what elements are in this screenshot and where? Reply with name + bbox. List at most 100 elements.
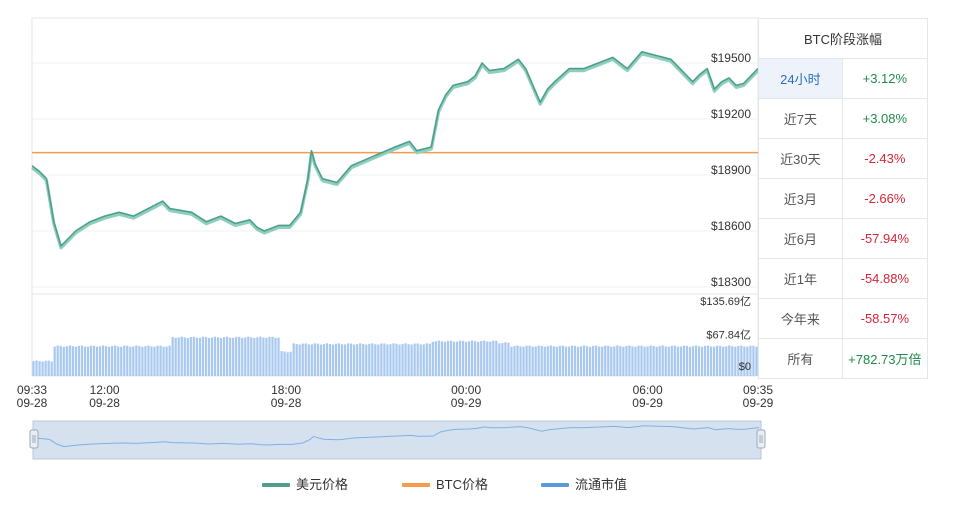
market-cap-bar [477,341,480,376]
market-cap-bar [222,337,226,376]
navigator-right-handle[interactable] [756,429,766,449]
market-cap-bar [419,344,422,376]
change-7d: +3.08% [841,98,929,139]
table-row[interactable]: 24小时 +3.12% [758,58,929,99]
x-tick-time: 12:00 [90,383,120,397]
market-cap-bar [262,337,265,376]
market-cap-bar [277,337,280,376]
market-cap-bar [359,343,362,376]
market-cap-bar [652,346,655,376]
market-cap-bar [371,343,374,376]
market-cap-bar [673,345,676,376]
market-cap-bar [368,343,371,376]
market-cap-bar [501,343,504,376]
price-tick-label: $18600 [711,219,751,233]
period-ytd[interactable]: 今年来 [758,298,843,339]
legend-label-usd-price: 美元价格 [296,477,348,492]
legend-label-market-cap: 流通市值 [575,477,627,492]
volume-tick-labels: $135.69亿 $67.84亿 $0 [700,295,751,373]
market-cap-bar [322,344,326,376]
period-all[interactable]: 所有 [758,338,843,379]
market-cap-bar [480,341,483,376]
navigator-price-line [34,425,760,448]
market-cap-bar [280,351,283,376]
market-cap-bar [380,343,383,376]
market-cap-bar [150,346,153,376]
period-3m[interactable]: 近3月 [758,178,843,219]
change-30d: -2.43% [841,138,929,179]
market-cap-bar [725,346,728,376]
market-cap-bar [147,345,150,376]
price-tick-label: $19200 [711,107,751,121]
period-7d[interactable]: 近7天 [758,98,843,139]
market-cap-bar [737,345,740,376]
market-cap-bar [694,345,698,376]
market-cap-bar [219,337,223,376]
market-cap-bar [579,346,583,376]
period-30d[interactable]: 近30天 [758,138,843,179]
market-cap-bar [504,342,507,376]
table-row[interactable]: 近6月 -57.94% [758,218,929,259]
period-1y[interactable]: 近1年 [758,258,843,299]
x-tick-labels: 09:3309-2812:0009-2818:0009-2800:0009-29… [17,383,774,410]
market-cap-bar [304,343,307,376]
market-cap-bar [619,346,622,376]
market-cap-bar [83,346,87,376]
legend-item-btc-price[interactable]: BTC价格 [402,477,488,492]
market-cap-bar [398,344,401,376]
price-tick-labels: $19500 $19200 $18900 $18600 $18300 [711,51,751,289]
market-cap-bar [268,336,271,376]
range-navigator[interactable] [32,420,762,460]
volume-plot-frame [31,293,759,377]
table-row[interactable]: 近30天 -2.43% [758,138,929,179]
market-cap-bar [464,341,468,376]
market-cap-bar [670,345,673,376]
market-cap-bar [86,346,90,376]
volume-tick-label: $135.69亿 [700,295,751,308]
market-cap-bar [468,341,471,376]
market-cap-bar [141,346,144,376]
market-cap-bar [416,343,419,376]
table-row[interactable]: 近7天 +3.08% [758,98,929,139]
market-cap-bar [334,343,338,376]
market-cap-bar [625,346,628,376]
market-cap-bar [697,346,701,376]
market-cap-bar [35,360,38,376]
period-6m[interactable]: 近6月 [758,218,843,259]
market-cap-bar [229,337,232,376]
legend-item-market-cap[interactable]: 流通市值 [541,477,627,492]
market-cap-bar [343,344,347,376]
legend-item-usd-price[interactable]: 美元价格 [262,477,348,492]
table-row[interactable]: 近1年 -54.88% [758,258,929,299]
change-all: +782.73万倍 [841,338,929,379]
market-cap-bar [443,341,447,376]
market-cap-bar [177,337,180,376]
market-cap-bar [531,346,534,376]
market-cap-bar [492,340,495,376]
table-row[interactable]: 今年来 -58.57% [758,298,929,339]
usd-price-line-shadow [31,52,760,250]
market-cap-bar [216,337,220,376]
price-tick-label: $19500 [711,51,751,65]
x-tick-time: 09:33 [17,383,47,397]
table-row[interactable]: 近3月 -2.66% [758,178,929,219]
market-cap-bar [98,346,102,376]
market-cap-bar [65,346,68,376]
market-cap-bar [528,345,531,376]
market-cap-bar [667,346,670,376]
x-tick-date: 09-29 [743,396,774,410]
market-cap-bar [722,346,725,376]
market-cap-bar [265,337,268,376]
market-cap-bar [522,346,525,376]
market-cap-bar [401,343,404,376]
market-cap-bar [132,346,135,376]
market-cap-bar [250,337,253,376]
table-row[interactable]: 所有 +782.73万倍 [758,338,929,379]
legend-swatch-btc-price [402,483,430,487]
market-cap-bar [138,346,141,376]
period-24h[interactable]: 24小时 [758,58,843,99]
market-cap-bar [446,340,450,376]
market-cap-bar [434,341,437,376]
navigator-left-handle[interactable] [29,429,39,449]
